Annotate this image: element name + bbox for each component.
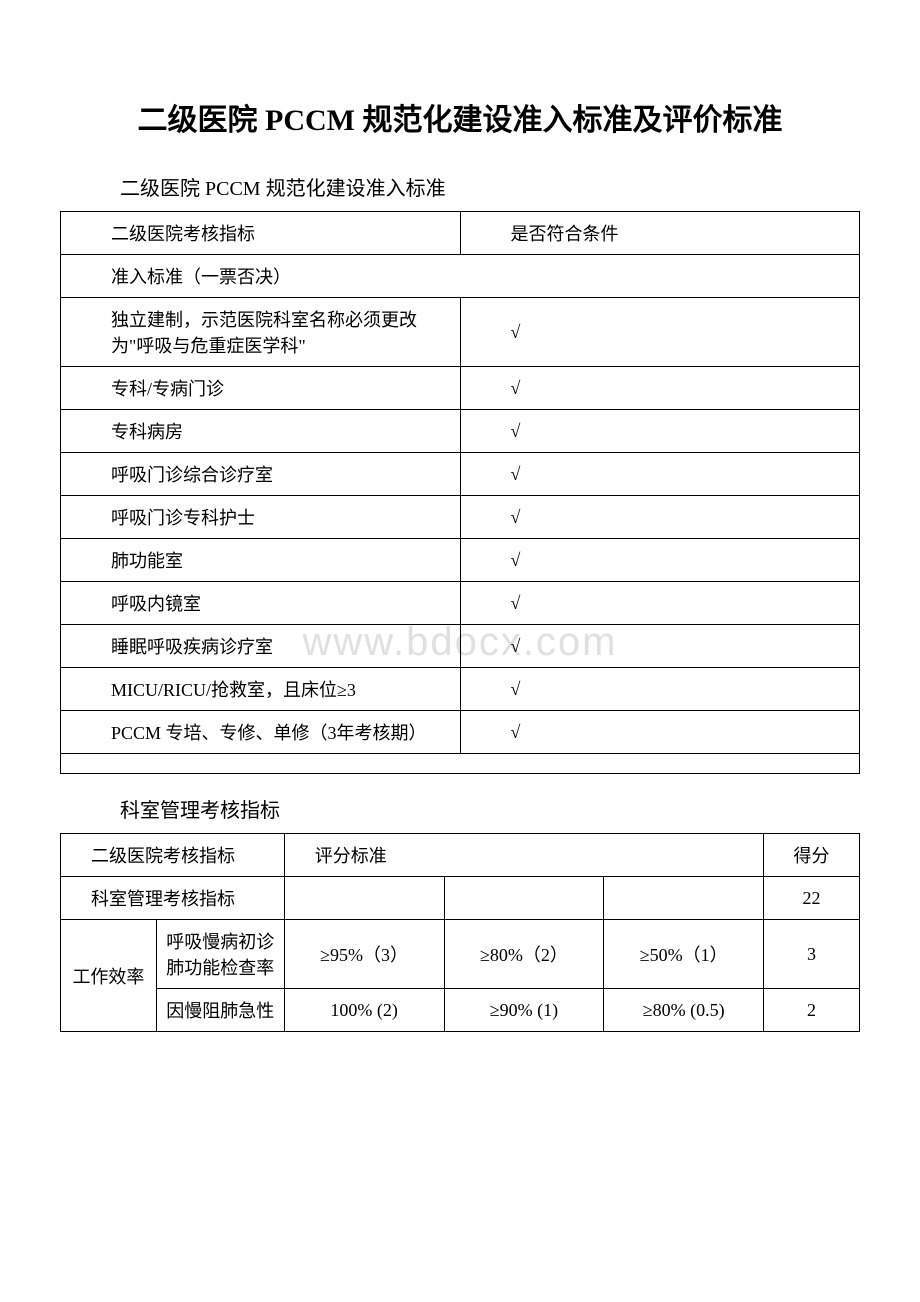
table-row: 工作效率 呼吸慢病初诊肺功能检查率 ≥95%（3） ≥80%（2） ≥50%（1… bbox=[61, 920, 860, 989]
criteria-label: 睡眠呼吸疾病诊疗室 bbox=[61, 625, 461, 668]
score-value: 3 bbox=[764, 920, 860, 989]
table-row: 专科病房 √ bbox=[61, 410, 860, 453]
empty-cell bbox=[444, 877, 604, 920]
metric-label: 因慢阻肺急性 bbox=[156, 989, 284, 1032]
header-col2: 评分标准 bbox=[284, 834, 763, 877]
score-cell: 100% (2) bbox=[284, 989, 444, 1032]
section-header: 准入标准（一票否决） bbox=[61, 255, 860, 298]
criteria-check: √ bbox=[460, 410, 860, 453]
criteria-check: √ bbox=[460, 298, 860, 367]
criteria-check: √ bbox=[460, 496, 860, 539]
admission-criteria-table: 二级医院考核指标 是否符合条件 准入标准（一票否决） 独立建制，示范医院科室名称… bbox=[60, 211, 860, 774]
score-value: 2 bbox=[764, 989, 860, 1032]
document-content: 二级医院 PCCM 规范化建设准入标准及评价标准 二级医院 PCCM 规范化建设… bbox=[60, 100, 860, 1032]
table-row: 呼吸门诊专科护士 √ bbox=[61, 496, 860, 539]
table-row: 呼吸内镜室 √ bbox=[61, 582, 860, 625]
header-col3: 得分 bbox=[764, 834, 860, 877]
header-col1: 二级医院考核指标 bbox=[61, 834, 285, 877]
section-label: 科室管理考核指标 bbox=[61, 877, 285, 920]
criteria-check: √ bbox=[460, 711, 860, 754]
criteria-label: 独立建制，示范医院科室名称必须更改为"呼吸与危重症医学科" bbox=[61, 298, 461, 367]
criteria-label: 肺功能室 bbox=[61, 539, 461, 582]
criteria-check: √ bbox=[460, 625, 860, 668]
criteria-label: MICU/RICU/抢救室，且床位≥3 bbox=[61, 668, 461, 711]
table-row: 专科/专病门诊 √ bbox=[61, 367, 860, 410]
subtitle-2: 科室管理考核指标 bbox=[60, 794, 860, 823]
empty-cell bbox=[284, 877, 444, 920]
empty-cell bbox=[604, 877, 764, 920]
document-title: 二级医院 PCCM 规范化建设准入标准及评价标准 bbox=[60, 100, 860, 142]
table-row: 睡眠呼吸疾病诊疗室 √ bbox=[61, 625, 860, 668]
criteria-label: 呼吸内镜室 bbox=[61, 582, 461, 625]
table-row: 独立建制，示范医院科室名称必须更改为"呼吸与危重症医学科" √ bbox=[61, 298, 860, 367]
criteria-label: 呼吸门诊综合诊疗室 bbox=[61, 453, 461, 496]
section-score: 22 bbox=[764, 877, 860, 920]
score-cell: ≥50%（1） bbox=[604, 920, 764, 989]
criteria-check: √ bbox=[460, 453, 860, 496]
criteria-label: 专科/专病门诊 bbox=[61, 367, 461, 410]
table-header-row: 二级医院考核指标 是否符合条件 bbox=[61, 212, 860, 255]
criteria-check: √ bbox=[460, 539, 860, 582]
section-header-row: 准入标准（一票否决） bbox=[61, 255, 860, 298]
criteria-label: 专科病房 bbox=[61, 410, 461, 453]
metric-label: 呼吸慢病初诊肺功能检查率 bbox=[156, 920, 284, 989]
score-cell: ≥95%（3） bbox=[284, 920, 444, 989]
table-header-row: 二级医院考核指标 评分标准 得分 bbox=[61, 834, 860, 877]
score-cell: ≥80% (0.5) bbox=[604, 989, 764, 1032]
group-label: 工作效率 bbox=[61, 920, 157, 1032]
criteria-check: √ bbox=[460, 668, 860, 711]
table-row: 呼吸门诊综合诊疗室 √ bbox=[61, 453, 860, 496]
subtitle-1: 二级医院 PCCM 规范化建设准入标准 bbox=[60, 172, 860, 201]
score-cell: ≥90% (1) bbox=[444, 989, 604, 1032]
scoring-table: 二级医院考核指标 评分标准 得分 科室管理考核指标 22 工作效率 呼吸慢病初诊… bbox=[60, 833, 860, 1032]
criteria-label: 呼吸门诊专科护士 bbox=[61, 496, 461, 539]
criteria-label: PCCM 专培、专修、单修（3年考核期） bbox=[61, 711, 461, 754]
criteria-check: √ bbox=[460, 367, 860, 410]
table-row: PCCM 专培、专修、单修（3年考核期） √ bbox=[61, 711, 860, 754]
score-cell: ≥80%（2） bbox=[444, 920, 604, 989]
header-col1: 二级医院考核指标 bbox=[61, 212, 461, 255]
table-row: 肺功能室 √ bbox=[61, 539, 860, 582]
empty-row bbox=[61, 754, 860, 774]
header-col2: 是否符合条件 bbox=[460, 212, 860, 255]
criteria-check: √ bbox=[460, 582, 860, 625]
table-row: 因慢阻肺急性 100% (2) ≥90% (1) ≥80% (0.5) 2 bbox=[61, 989, 860, 1032]
table-row: MICU/RICU/抢救室，且床位≥3 √ bbox=[61, 668, 860, 711]
section-row: 科室管理考核指标 22 bbox=[61, 877, 860, 920]
